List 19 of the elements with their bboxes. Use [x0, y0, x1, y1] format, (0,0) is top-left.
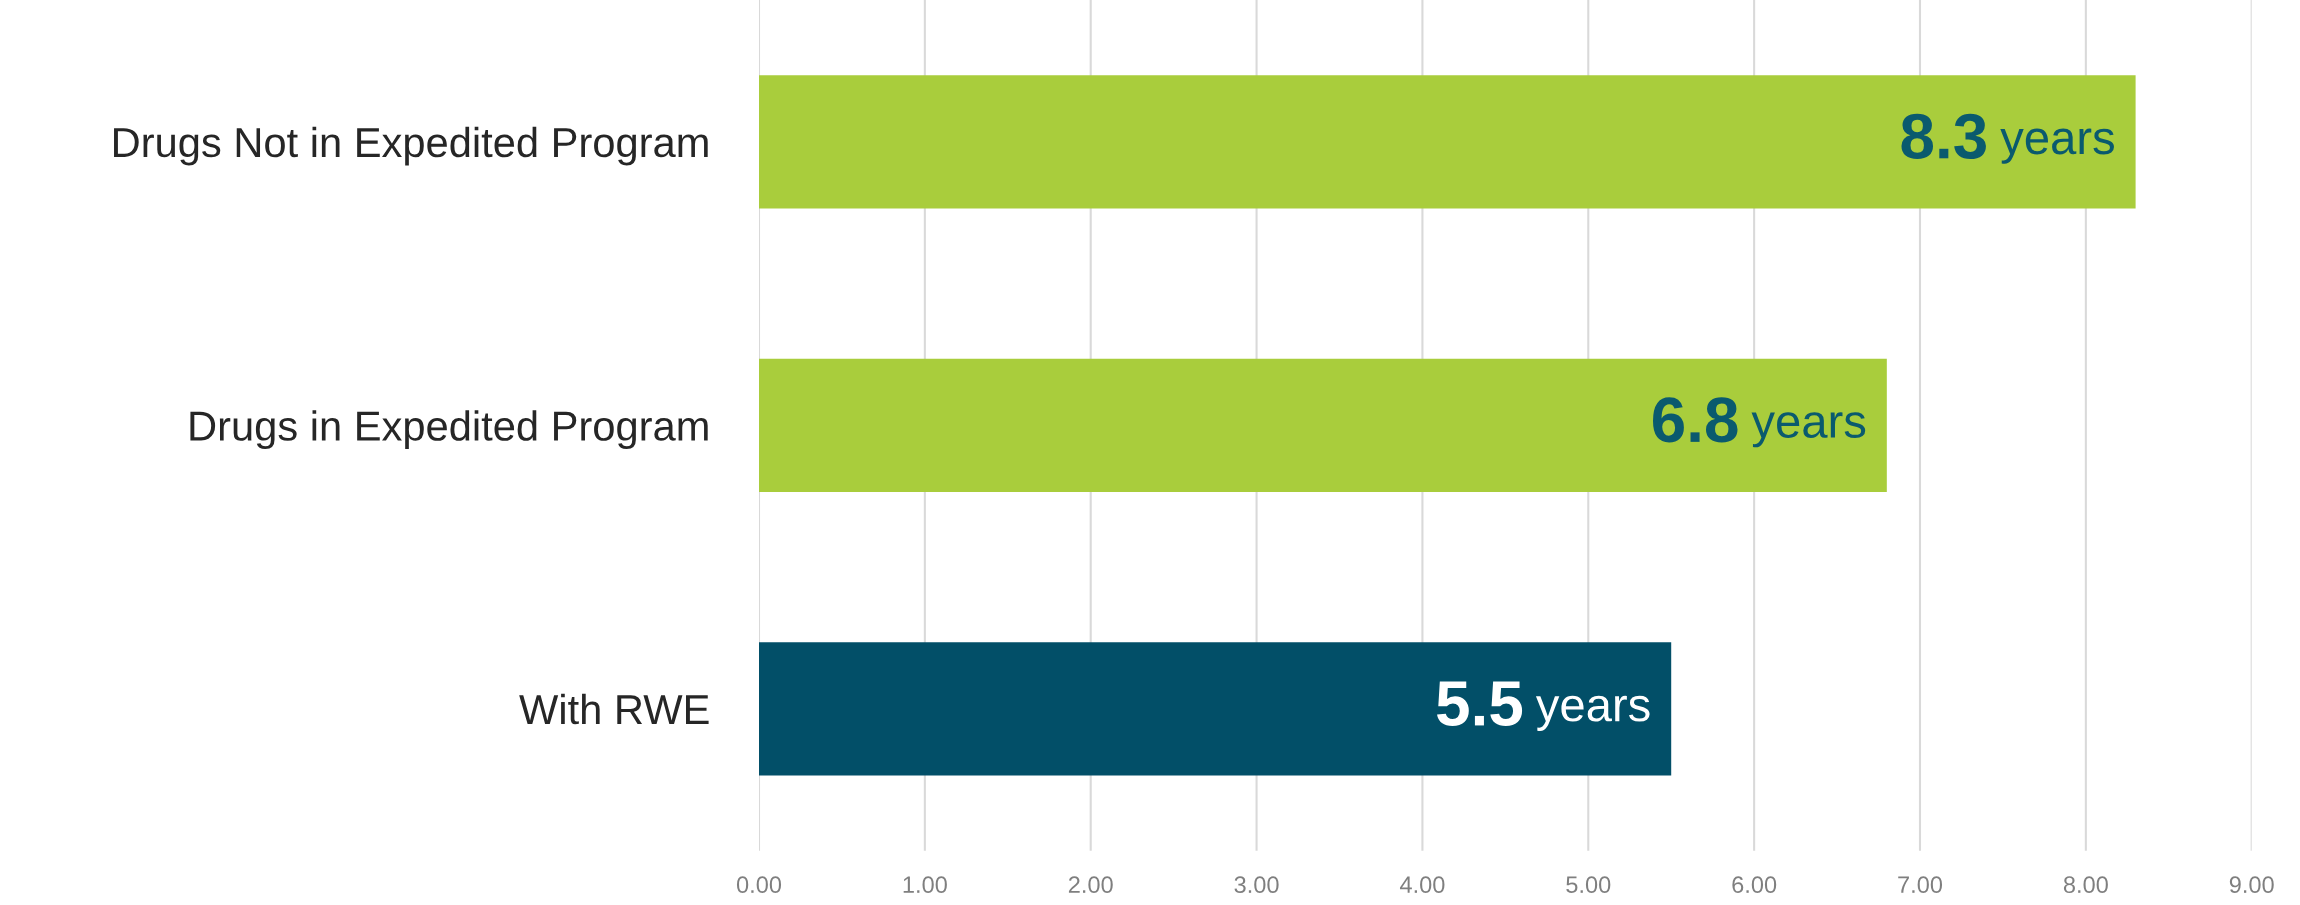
x-tick-label: 7.00 — [1898, 876, 1943, 894]
x-tick-label: 4.00 — [1399, 876, 1445, 894]
y-tick-label: With RWE — [519, 693, 709, 725]
x-tick-label: 0.00 — [736, 876, 782, 894]
x-tick-label: 6.00 — [1732, 876, 1777, 894]
data-label: 5.5 years — [1437, 681, 1650, 731]
y-tick-label: Drugs Not in Expedited Program — [114, 126, 708, 166]
data-label: 8.3 years — [1901, 113, 2114, 164]
bar — [759, 642, 1672, 776]
bar — [759, 75, 2136, 209]
x-tick-label: 3.00 — [1234, 876, 1279, 894]
data-label: 6.8 years — [1653, 397, 1866, 448]
x-tick-label: 5.00 — [1566, 876, 1611, 894]
y-tick-label: Drugs in Expedited Program — [190, 410, 708, 450]
x-tick-label: 9.00 — [2229, 876, 2274, 894]
x-tick-label: 8.00 — [2063, 876, 2108, 894]
x-tick-label: 2.00 — [1068, 876, 1113, 894]
bar — [759, 358, 1887, 492]
x-tick-label: 1.00 — [903, 876, 947, 894]
